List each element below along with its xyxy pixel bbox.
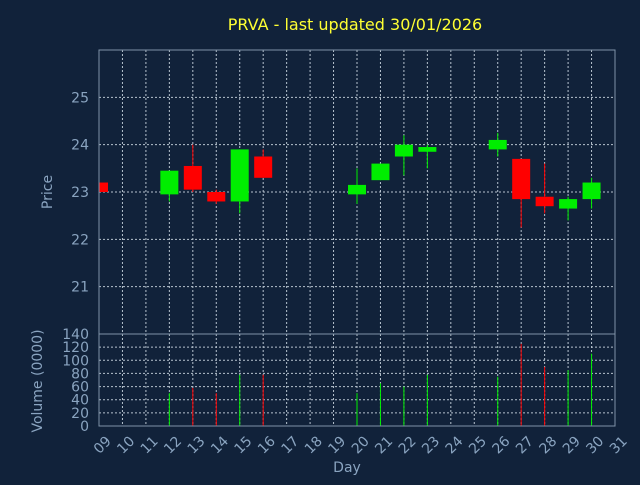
x-tick-label: 13: [185, 433, 209, 457]
candle: [98, 182, 108, 192]
x-tick-label: 30: [583, 433, 607, 457]
x-tick-label: 25: [466, 433, 490, 457]
candle-body: [512, 158, 531, 200]
candle-body: [394, 144, 413, 157]
x-tick-label: 10: [114, 433, 138, 457]
candle: [230, 149, 249, 214]
price-axis-title: Price: [40, 175, 56, 209]
tick-labels: 09 10 11 12 13 14 15 16 17 18 19 20 21 22 23 24 25 26 27 28…: [62, 90, 630, 457]
candle: [512, 158, 531, 228]
candle-body: [160, 170, 179, 195]
price-tick-label: 21: [71, 280, 89, 296]
candle: [207, 189, 226, 204]
candle: [160, 170, 179, 202]
candle: [183, 144, 202, 192]
x-tick-label: 11: [138, 433, 162, 457]
candle: [535, 163, 554, 214]
candle-body: [488, 139, 507, 150]
x-tick-label: 27: [513, 433, 537, 457]
x-tick-label: 16: [255, 433, 279, 457]
volume-tick-label: 100: [62, 353, 89, 369]
candle-body: [559, 199, 578, 209]
x-tick-label: 15: [232, 433, 256, 457]
chart-title: PRVA - last updated 30/01/2026: [228, 15, 482, 34]
candle: [371, 163, 390, 181]
candle-body: [254, 156, 273, 178]
x-tick-label: 09: [91, 433, 115, 457]
candle: [394, 135, 413, 176]
candle-body: [371, 163, 390, 181]
x-tick-label: 28: [536, 433, 560, 457]
x-axis-title: Day: [333, 460, 361, 476]
volume-axis-title: Volume (0000): [30, 329, 46, 432]
candle: [559, 196, 578, 221]
volume-tick-label: 60: [71, 380, 89, 396]
volume-tick-label: 20: [71, 406, 89, 422]
volume-tick-label: 120: [62, 340, 89, 356]
x-tick-label: 17: [278, 433, 302, 457]
x-tick-label: 26: [490, 433, 514, 457]
x-tick-label: 23: [419, 433, 443, 457]
x-tick-label: 14: [208, 433, 232, 457]
price-tick-label: 24: [71, 138, 89, 154]
price-tick-label: 22: [71, 232, 89, 248]
candle: [488, 132, 507, 157]
price-tick-label: 25: [71, 90, 89, 106]
candle-body: [418, 147, 437, 152]
x-tick-label: 18: [302, 433, 326, 457]
volume-tick-label: 0: [80, 419, 89, 435]
candle-body: [535, 196, 554, 207]
x-tick-label: 20: [349, 433, 373, 457]
candle: [418, 144, 437, 169]
candle: [348, 168, 366, 204]
candle-body: [582, 182, 601, 200]
x-tick-label: 29: [560, 433, 584, 457]
volume-tick-label: 80: [71, 366, 89, 382]
candle-body: [207, 192, 226, 202]
volume-panel-frame: [98, 333, 616, 427]
x-tick-label: 22: [396, 433, 420, 457]
candle-body: [99, 182, 108, 192]
volume-tick-label: 140: [62, 327, 89, 343]
volume-tick-label: 40: [71, 393, 89, 409]
volume-bars: [168, 343, 593, 426]
price-tick-label: 23: [71, 185, 89, 201]
candle-body: [348, 184, 366, 195]
candle-body: [230, 149, 249, 202]
candle-body: [183, 165, 202, 190]
x-tick-label: 19: [325, 433, 349, 457]
x-tick-label: 31: [607, 433, 631, 457]
candle: [254, 149, 273, 178]
x-tick-label: 12: [161, 433, 185, 457]
x-tick-label: 24: [443, 433, 467, 457]
x-tick-label: 21: [372, 433, 396, 457]
candles: [98, 132, 601, 228]
candle: [582, 177, 601, 209]
